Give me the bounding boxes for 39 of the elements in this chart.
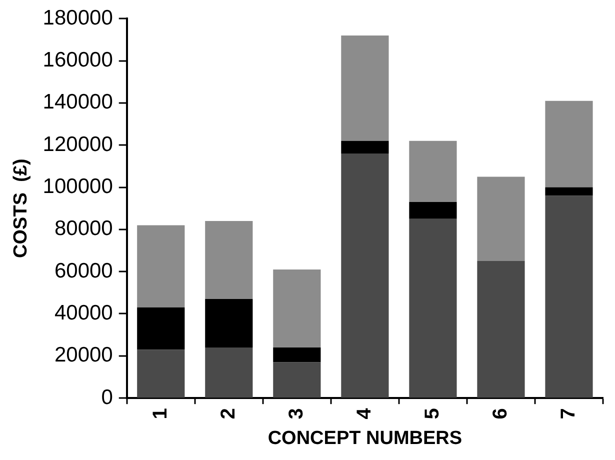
bar [273, 362, 321, 398]
bar [205, 347, 253, 398]
bar [273, 347, 321, 362]
bar [273, 269, 321, 348]
bar [409, 140, 457, 202]
x-tick-label: 7 [558, 408, 580, 420]
y-tick-label: 80000 [54, 217, 113, 240]
bar [545, 196, 593, 398]
y-tick-label: 60000 [54, 259, 113, 282]
bar [341, 140, 389, 154]
bar [137, 307, 185, 350]
bar [137, 350, 185, 398]
bar [205, 298, 253, 348]
x-tick-label: 6 [489, 408, 512, 420]
y-axis-title: COSTS (£) [10, 158, 32, 258]
bar [545, 187, 593, 196]
x-tick-label: 3 [285, 408, 308, 420]
y-tick-label: 180000 [42, 6, 113, 30]
x-axis-title: CONCEPT NUMBERS [268, 428, 462, 449]
y-tick-label: 20000 [54, 344, 113, 367]
bar [137, 225, 185, 308]
x-tick-label: 1 [149, 408, 172, 420]
y-tick-label: 120000 [42, 132, 113, 156]
bar [477, 176, 525, 262]
y-tick-label: 0 [101, 386, 113, 409]
y-tick-label: 40000 [54, 302, 113, 325]
x-tick-label: 4 [353, 407, 376, 420]
bar [409, 202, 457, 219]
y-tick-label: 160000 [42, 48, 113, 72]
bar [477, 261, 525, 398]
bar [341, 35, 389, 141]
x-tick-label: 5 [421, 408, 444, 420]
bar [545, 100, 593, 188]
bar [205, 220, 253, 299]
bar [409, 218, 457, 398]
y-tick-label: 140000 [42, 90, 113, 114]
y-tick-label: 100000 [42, 175, 113, 198]
bar [341, 154, 389, 398]
x-tick-label: 2 [217, 408, 240, 420]
